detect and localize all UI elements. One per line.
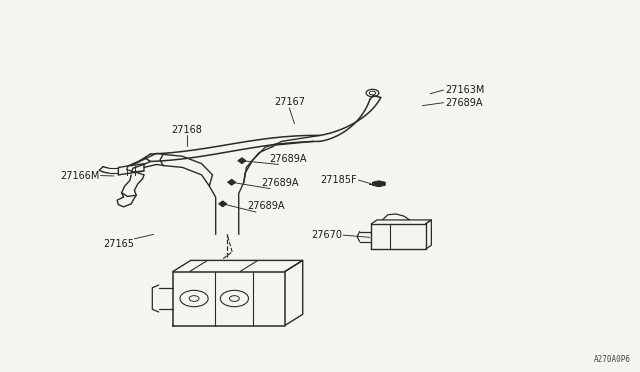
Text: 27167: 27167 bbox=[274, 97, 305, 107]
Text: 27185F: 27185F bbox=[321, 175, 357, 185]
Polygon shape bbox=[372, 181, 385, 187]
Text: 27165: 27165 bbox=[104, 239, 134, 249]
Text: 27689A: 27689A bbox=[445, 98, 483, 108]
Text: 27168: 27168 bbox=[172, 125, 202, 135]
Text: 27689A: 27689A bbox=[269, 154, 307, 164]
Text: 27163M: 27163M bbox=[445, 85, 484, 95]
Text: 27689A: 27689A bbox=[261, 178, 298, 188]
Polygon shape bbox=[238, 158, 246, 164]
Text: 27689A: 27689A bbox=[247, 201, 284, 211]
Text: 27166M: 27166M bbox=[60, 171, 99, 180]
Polygon shape bbox=[228, 179, 236, 185]
Polygon shape bbox=[219, 201, 227, 207]
Text: A270A0P6: A270A0P6 bbox=[593, 355, 630, 364]
Text: 27670: 27670 bbox=[311, 230, 342, 240]
